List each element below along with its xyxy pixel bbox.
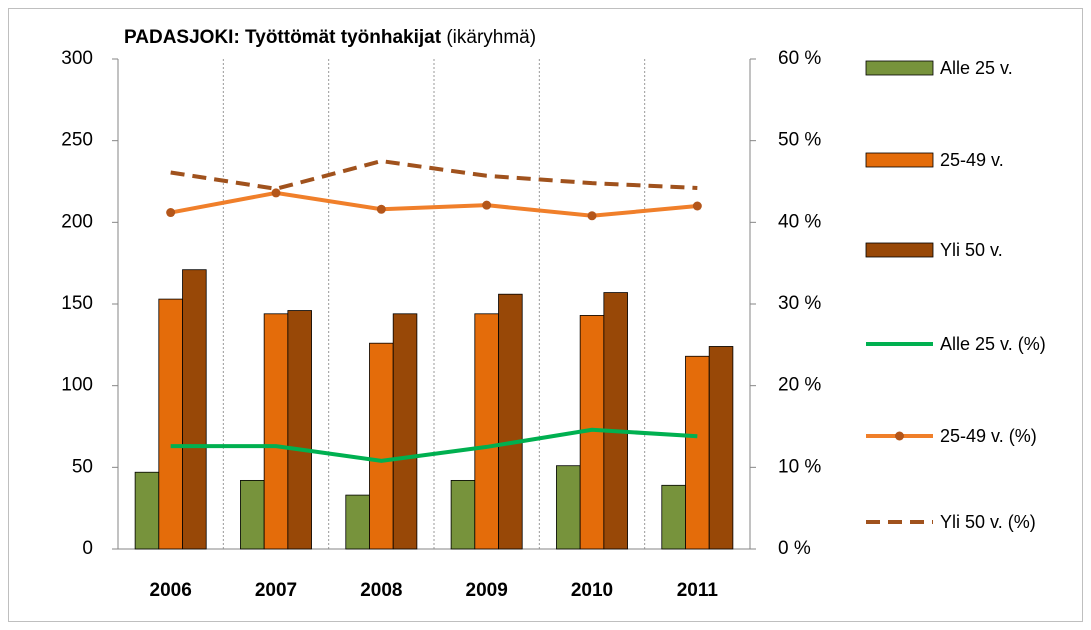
bar — [556, 465, 581, 550]
legend-label: 25-49 v. (%) — [940, 426, 1037, 446]
legend-marker — [895, 431, 904, 441]
y-tick-label: 250 — [61, 130, 93, 151]
line-marker — [376, 204, 386, 214]
bar — [661, 484, 686, 550]
y2-tick-label: 20 % — [778, 375, 821, 396]
y-tick-label: 200 — [61, 211, 93, 232]
bar — [392, 313, 418, 550]
bar — [240, 479, 265, 550]
y-tick-label: 300 — [61, 48, 93, 69]
y-tick-label: 150 — [61, 293, 93, 314]
y-tick-label: 100 — [61, 375, 93, 396]
y2-tick-label: 30 % — [778, 293, 821, 314]
bar — [450, 479, 476, 550]
bar — [708, 346, 734, 550]
bar — [474, 313, 499, 550]
line-marker — [692, 201, 702, 211]
bar — [603, 292, 628, 550]
legend-label: Alle 25 v. — [940, 58, 1013, 78]
chart-title-group: PADASJOKI: Työttömät työnhakijat (ikäryh… — [124, 27, 536, 48]
x-tick-label: 2006 — [150, 580, 192, 601]
bar — [345, 494, 370, 550]
bar — [685, 355, 710, 550]
chart-title: PADASJOKI: Työttömät työnhakijat — [124, 27, 442, 48]
legend-label: 25-49 v. — [940, 150, 1004, 170]
bar — [182, 269, 207, 550]
legend-label: Alle 25 v. (%) — [940, 334, 1046, 354]
y-tick-label: 50 — [72, 456, 93, 477]
y2-tick-label: 0 % — [778, 538, 811, 559]
line-marker — [166, 208, 176, 218]
bar — [287, 310, 312, 550]
line — [170, 427, 698, 463]
y2-tick-label: 10 % — [778, 456, 821, 477]
y2-tick-label: 40 % — [778, 211, 821, 232]
bar — [134, 471, 160, 550]
y2-tick-label: 60 % — [778, 48, 821, 69]
y2-tick-label: 50 % — [778, 130, 821, 151]
line — [170, 159, 698, 191]
x-tick-label: 2008 — [360, 580, 402, 601]
line-marker — [271, 188, 281, 198]
bar — [498, 293, 523, 550]
bar — [263, 313, 289, 550]
bar — [369, 342, 394, 550]
x-tick-label: 2010 — [571, 580, 613, 601]
line-marker — [482, 200, 492, 210]
y-tick-label: 0 — [82, 538, 93, 559]
chart-subtitle: (ikäryhmä) — [446, 27, 536, 48]
line — [170, 190, 698, 218]
x-tick-label: 2009 — [466, 580, 508, 601]
line-marker — [587, 211, 597, 221]
bar — [158, 298, 183, 550]
legend-label: Yli 50 v. (%) — [940, 512, 1036, 532]
legend-label: Yli 50 v. — [940, 240, 1003, 260]
legend-swatch — [865, 60, 934, 76]
x-tick-label: 2011 — [677, 580, 719, 601]
legend-swatch — [865, 152, 934, 168]
x-tick-label: 2007 — [255, 580, 297, 601]
legend-swatch — [865, 242, 934, 258]
